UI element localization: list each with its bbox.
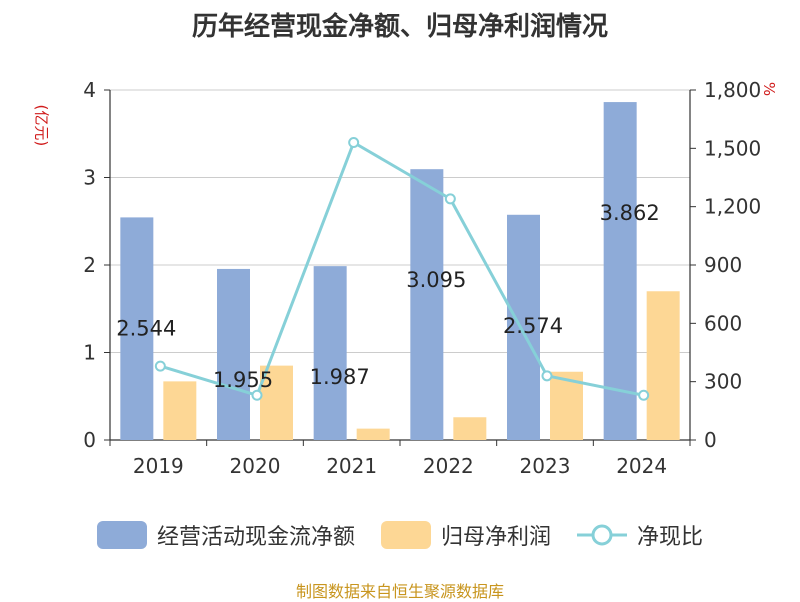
left-axis-tick-label: 3 — [83, 166, 96, 190]
data-label-cash-2022: 3.095 — [406, 268, 466, 292]
legend-line-ratio-icon — [577, 524, 627, 546]
data-label-cash-2020: 1.955 — [213, 368, 273, 392]
left-axis-tick-label: 1 — [83, 341, 96, 365]
data-label-cash-2024: 3.862 — [600, 201, 660, 225]
bar-profit-2021 — [356, 428, 390, 440]
bar-cash-2022 — [410, 169, 444, 440]
left-axis-tick-label: 2 — [83, 253, 96, 277]
legend-swatch-profit — [380, 521, 431, 549]
point-ratio-2022 — [444, 193, 456, 205]
point-ratio-2021 — [348, 137, 360, 148]
legend-label-cash: 经营活动现金流净额 — [156, 525, 355, 550]
data-label-cash-2023: 2.574 — [503, 314, 563, 338]
data-label-cash-2021: 1.987 — [310, 365, 370, 389]
right-axis-tick-label: 1,800 — [704, 78, 761, 102]
x-axis-tick-label: 2024 — [616, 454, 667, 478]
legend: 经营活动现金流净额 归母净利润 净现比 — [0, 515, 800, 555]
bar-cash-2019 — [120, 217, 154, 440]
source-note: 制图数据来自恒生聚源数据库 — [295, 582, 504, 601]
right-axis-tick-label: 900 — [704, 253, 742, 277]
bar-cash-2021 — [313, 266, 347, 440]
bar-profit-2024 — [646, 291, 680, 440]
point-ratio-2020 — [251, 389, 263, 401]
point-ratio-2023 — [541, 370, 553, 382]
x-axis-tick-label: 2022 — [423, 454, 474, 478]
left-axis-tick-label: 4 — [83, 78, 96, 102]
legend-label-profit: 归母净利润 — [440, 525, 551, 550]
right-axis-tick-label: 1,200 — [704, 195, 761, 219]
x-axis-tick-label: 2019 — [133, 454, 184, 478]
legend-swatch-cash — [96, 521, 147, 549]
data-label-cash-2019: 2.544 — [116, 316, 176, 340]
left-axis-tick-label: 0 — [83, 428, 96, 452]
bar-profit-2020 — [260, 365, 293, 440]
right-axis-tick-label: 600 — [704, 311, 742, 335]
bar-cash-2020 — [217, 268, 250, 440]
bar-profit-2019 — [163, 381, 197, 440]
line-ratio — [159, 141, 644, 397]
point-ratio-2019 — [154, 360, 166, 372]
x-axis-tick-label: 2020 — [230, 454, 281, 478]
point-ratio-2024 — [638, 389, 650, 401]
bar-profit-2022 — [453, 417, 487, 440]
bar-cash-2023 — [507, 214, 540, 440]
x-axis-tick-label: 2023 — [520, 454, 571, 478]
legend-item-cash[interactable]: 经营活动现金流净额 — [96, 519, 355, 551]
bar-cash-2024 — [603, 102, 637, 440]
chart-title: 历年经营现金净额、归母净利润情况 — [191, 12, 608, 42]
legend-item-ratio[interactable]: 净现比 — [577, 519, 703, 551]
legend-item-profit[interactable]: 归母净利润 — [380, 519, 551, 551]
right-axis-tick-label: 1,500 — [704, 136, 761, 160]
x-axis-tick-label: 2021 — [326, 454, 377, 478]
right-axis-tick-label: 300 — [704, 370, 742, 394]
legend-label-ratio: 净现比 — [637, 525, 704, 550]
right-axis-tick-label: 0 — [704, 428, 717, 452]
